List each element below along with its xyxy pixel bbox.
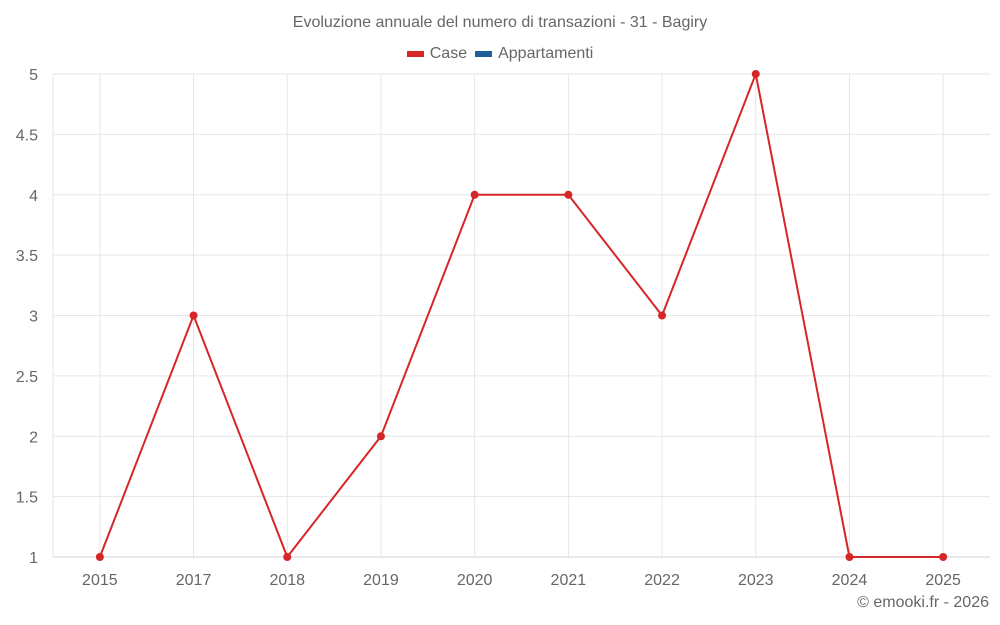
x-tick-label: 2021: [551, 572, 587, 589]
y-axis-labels: 1 1.5 2 2.5 3 3.5 4 4.5 5: [16, 67, 38, 567]
y-tick-label: 2: [29, 429, 38, 446]
data-point[interactable]: [470, 190, 479, 199]
data-point[interactable]: [751, 70, 760, 78]
y-tick-label: 4: [29, 188, 38, 205]
legend-item-case[interactable]: Case: [406, 45, 468, 63]
x-tick-label: 2024: [832, 572, 868, 589]
data-point[interactable]: [95, 553, 104, 561]
data-point[interactable]: [376, 432, 385, 441]
x-tick-label: 2015: [82, 572, 118, 589]
legend-item-appartamenti[interactable]: Appartamenti: [475, 45, 593, 63]
x-tick-label: 2019: [363, 572, 399, 589]
chart-title: Evoluzione annuale del numero di transaz…: [292, 14, 708, 31]
y-tick-label: 1.5: [16, 490, 38, 507]
x-axis-labels: 2015 2017 2018 2019 2020 2021 2022 2023 2024 2025: [82, 572, 961, 589]
legend-swatch-case: [406, 51, 424, 57]
y-tick-label: 3: [29, 309, 38, 326]
data-point[interactable]: [189, 311, 198, 320]
data-point[interactable]: [658, 311, 667, 320]
data-point[interactable]: [564, 190, 573, 199]
credits-link[interactable]: © emooki.fr - 2026: [857, 594, 989, 611]
legend-label-appartamenti: Appartamenti: [498, 45, 594, 62]
y-tick-label: 5: [29, 67, 38, 84]
grid-lines: [52, 73, 990, 558]
chart-legend: Case Appartamenti: [0, 45, 1000, 63]
y-tick-label: 3.5: [16, 248, 38, 265]
y-tick-label: 1: [29, 550, 38, 567]
x-tick-label: 2020: [457, 572, 493, 589]
y-tick-label: 2.5: [16, 369, 38, 386]
x-tick-label: 2023: [738, 572, 774, 589]
series-case: [95, 70, 948, 561]
x-tick-label: 2022: [644, 572, 680, 589]
data-point[interactable]: [939, 553, 948, 561]
data-point[interactable]: [283, 553, 292, 561]
legend-swatch-appartamenti: [475, 51, 493, 57]
x-tick-label: 2018: [269, 572, 305, 589]
x-tick-label: 2017: [176, 572, 212, 589]
legend-label-case: Case: [429, 45, 468, 62]
data-point[interactable]: [845, 553, 854, 561]
x-tick-label: 2025: [925, 572, 961, 589]
y-tick-label: 4.5: [16, 127, 38, 144]
